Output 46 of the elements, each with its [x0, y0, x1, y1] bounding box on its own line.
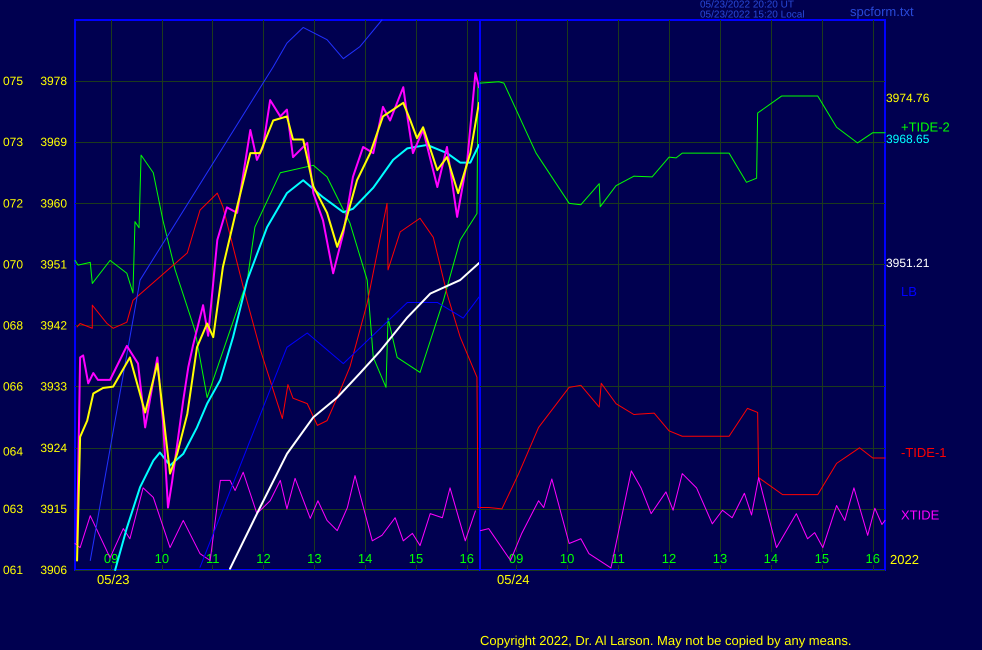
y-tick-label: 3960 — [40, 196, 68, 210]
y2-tick-label: 063 — [2, 502, 24, 516]
y2-tick-label: 070 — [2, 257, 24, 272]
y-tick-label: 3969 — [40, 135, 68, 150]
x-tick-label: 12 — [662, 551, 676, 566]
y-tick-label: 3942 — [40, 318, 68, 333]
y2-tick-label: 064 — [2, 444, 24, 458]
series-label: XTIDE — [901, 507, 940, 522]
text: 05/24 — [497, 572, 530, 587]
text: spcform.txt — [850, 4, 914, 19]
x-tick-label: 14 — [358, 551, 372, 566]
x-tick-label: 10 — [154, 551, 170, 566]
text: 3974.76 — [886, 91, 930, 105]
text: Copyright 2022, Dr. Al Larson. May not be copied by any means. — [480, 633, 852, 648]
text: LB — [901, 284, 917, 300]
y2-tick-label: 068 — [2, 318, 24, 333]
x-tick-label: 13 — [307, 551, 322, 566]
y2-tick-label: 073 — [2, 135, 24, 150]
y-tick-label: 3978 — [40, 74, 68, 88]
y-tick-label: 3951 — [40, 257, 68, 272]
x-tick-label: 14 — [764, 551, 778, 566]
x-tick-label: 16 — [460, 551, 474, 566]
x-tick-label: 15 — [408, 551, 424, 566]
x-tick-label: 15 — [814, 551, 830, 566]
annotation: 05/23/2022 15:20 Local — [700, 10, 805, 20]
text: 05/23/2022 20:20 UT — [700, 0, 794, 10]
x-tick-label: 11 — [611, 551, 625, 566]
x-tick-label: 13 — [712, 551, 728, 566]
x-tick-label: 09 — [508, 551, 524, 566]
y-tick-label: 3906 — [40, 563, 68, 577]
y2-tick-label: 066 — [2, 380, 24, 394]
text: 3951.21 — [886, 256, 930, 270]
x-tick-label: 12 — [256, 551, 271, 566]
text: 2022 — [890, 552, 919, 567]
x-tick-label: 16 — [866, 551, 880, 566]
y-tick-label: 3933 — [40, 380, 68, 394]
y2-tick-label: 075 — [2, 74, 24, 88]
y2-tick-label: 072 — [2, 196, 24, 210]
x-tick-label: 10 — [560, 551, 574, 566]
text: 05/23 — [97, 572, 130, 587]
series-label: +TIDE-2 — [901, 120, 950, 135]
text: 3968.65 — [886, 132, 930, 146]
series-label: -TIDE-1 — [901, 444, 946, 460]
y2-tick-label: 061 — [2, 563, 24, 577]
y-tick-label: 3915 — [40, 502, 68, 516]
y-tick-label: 3924 — [40, 440, 68, 455]
